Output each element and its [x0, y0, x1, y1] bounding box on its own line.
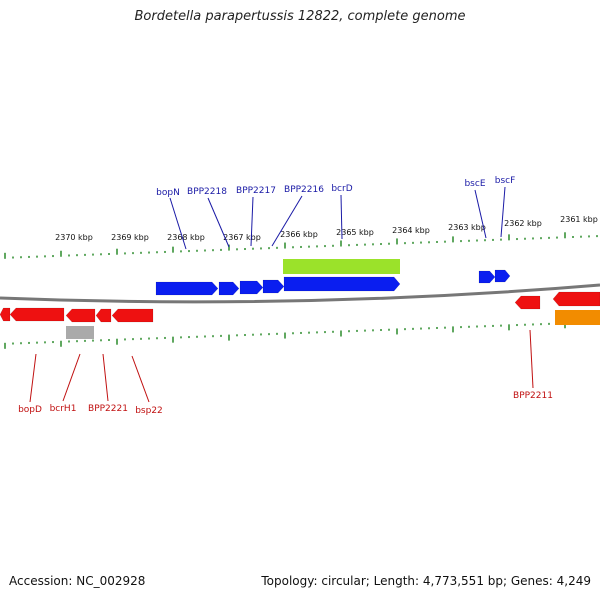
- scale-label: 2362 kbp: [504, 219, 542, 228]
- gene-arrow-reverse[interactable]: [0, 307, 11, 322]
- gene-arrow-reverse[interactable]: [111, 308, 154, 323]
- scale-label: 2368 kbp: [167, 233, 205, 242]
- label-leader-line: [271, 195, 303, 247]
- scale-label: 2369 kbp: [111, 233, 149, 242]
- scale-label: 2370 kbp: [55, 233, 93, 242]
- label-leader-line: [29, 353, 37, 403]
- gene-arrow-forward[interactable]: [283, 276, 401, 292]
- scale-label: 2364 kbp: [392, 226, 430, 235]
- scale-labels: 2370 kbp 2369 kbp 2368 kbp 2367 kbp 2366 kbp…: [55, 215, 598, 242]
- scale-label: 2366 kbp: [280, 230, 318, 239]
- gene-label[interactable]: bcrD: [331, 184, 352, 194]
- label-leader-line: [529, 329, 534, 389]
- label-leader-line: [102, 353, 109, 402]
- genome-backbone: [0, 283, 600, 304]
- label-leader-line: [474, 189, 487, 239]
- gray-feature[interactable]: [66, 326, 94, 339]
- gene-arrow-forward[interactable]: [262, 279, 285, 294]
- bottom-tick-track: [4, 321, 598, 349]
- label-leader-line: [207, 197, 230, 248]
- label-leader-line: [169, 197, 187, 250]
- gene-label[interactable]: bopN: [156, 188, 180, 198]
- gene-arrow-reverse[interactable]: [9, 307, 65, 322]
- gene-label[interactable]: BPP2217: [236, 186, 276, 196]
- scale-label: 2361 kbp: [560, 215, 598, 224]
- gene-arrow-forward[interactable]: [239, 280, 264, 295]
- gene-label[interactable]: bscF: [495, 176, 516, 186]
- gene-label[interactable]: BPP2218: [187, 187, 227, 197]
- orange-feature[interactable]: [555, 310, 600, 325]
- gene-arrow-reverse[interactable]: [552, 291, 600, 307]
- bottom-label-leaders: bopD bcrH1 BPP2221 bsp22 BPP2211: [18, 329, 553, 416]
- label-leader-line: [250, 196, 254, 247]
- label-leader-line: [62, 353, 81, 402]
- gene-arrow-reverse[interactable]: [95, 308, 112, 323]
- gene-arrow-forward[interactable]: [155, 281, 219, 296]
- top-label-leaders: bopN BPP2218 BPP2217 BPP2216 bcrD bscE bscF: [156, 176, 516, 250]
- accession-text: Accession: NC_002928: [9, 574, 146, 588]
- gene-label[interactable]: bsp22: [135, 406, 163, 416]
- rna-feature[interactable]: [283, 259, 400, 274]
- top-tick-track: [4, 232, 598, 259]
- gene-label[interactable]: bopD: [18, 405, 42, 415]
- map-title: Bordetella parapertussis 12822, complete…: [134, 9, 466, 24]
- label-leader-line: [131, 355, 150, 403]
- gene-label[interactable]: BPP2216: [284, 185, 324, 195]
- scale-label: 2365 kbp: [336, 228, 374, 237]
- gene-label[interactable]: BPP2211: [513, 391, 553, 401]
- gene-arrow-forward[interactable]: [494, 269, 511, 283]
- label-leader-line: [500, 186, 506, 238]
- gene-arrow-forward[interactable]: [478, 270, 496, 284]
- gene-arrow-reverse[interactable]: [514, 295, 541, 310]
- gene-arrow-forward[interactable]: [218, 281, 240, 296]
- label-leader-line: [340, 194, 343, 240]
- scale-label: 2367 kbp: [223, 233, 261, 242]
- gene-label[interactable]: bscE: [464, 179, 485, 189]
- gene-label[interactable]: bcrH1: [50, 404, 77, 414]
- feature-track[interactable]: [0, 259, 600, 339]
- scale-label: 2363 kbp: [448, 223, 486, 232]
- gene-arrow-reverse[interactable]: [65, 308, 96, 323]
- genome-stats-text: Topology: circular; Length: 4,773,551 bp…: [261, 574, 591, 588]
- gene-label[interactable]: BPP2221: [88, 404, 128, 414]
